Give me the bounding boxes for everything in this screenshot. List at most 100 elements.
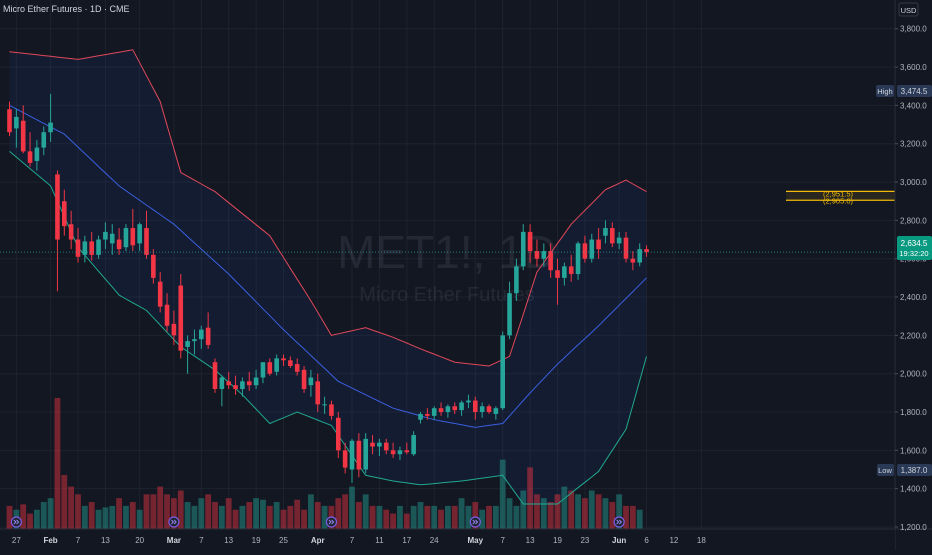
candle[interactable] [14,109,19,148]
candle[interactable] [240,377,245,397]
candle[interactable] [144,210,149,259]
candle[interactable] [7,101,12,137]
candle[interactable] [431,406,437,420]
candle[interactable] [68,210,74,250]
candle[interactable] [75,228,81,263]
candle[interactable] [377,438,382,457]
candle[interactable] [89,231,94,261]
candle[interactable] [356,433,362,478]
candle[interactable] [383,438,389,455]
candle[interactable] [582,235,588,263]
candle[interactable] [274,354,279,376]
candle[interactable] [185,335,190,374]
time-axis[interactable] [0,529,895,550]
candle[interactable] [438,402,444,416]
candle[interactable] [342,442,348,474]
candle[interactable] [192,329,197,355]
candle[interactable] [452,402,458,414]
candle[interactable] [575,241,581,280]
candle[interactable] [157,272,163,313]
candle[interactable] [260,362,266,384]
candle[interactable] [596,228,601,259]
candle[interactable] [82,235,88,263]
candle[interactable] [514,258,519,301]
event-markers[interactable] [10,516,625,528]
candle[interactable] [130,208,136,252]
candle[interactable] [589,233,595,263]
candle[interactable] [27,132,33,167]
candle[interactable] [253,369,259,390]
candle[interactable] [370,435,375,455]
candle[interactable] [527,224,533,263]
candle[interactable] [397,446,403,460]
candle[interactable] [541,243,547,267]
candle[interactable] [411,431,416,457]
candle[interactable] [20,105,26,154]
candle[interactable] [205,312,211,349]
candle[interactable] [568,254,574,282]
candle[interactable] [151,249,156,284]
candle[interactable] [34,139,40,171]
candle[interactable] [48,93,53,142]
candle[interactable] [246,371,252,391]
candle[interactable] [623,231,629,263]
candle[interactable] [520,224,526,271]
candle[interactable] [233,375,238,395]
candle[interactable] [610,222,615,248]
candle[interactable] [425,408,430,420]
candle[interactable] [41,126,47,156]
candle[interactable] [466,394,471,409]
candle[interactable] [349,438,355,483]
candle[interactable] [637,243,642,267]
candle[interactable] [178,274,184,359]
candle[interactable] [630,251,636,271]
candle[interactable] [548,243,553,278]
candle[interactable] [603,220,608,244]
candle[interactable] [363,433,368,474]
candle[interactable] [62,189,67,236]
candle[interactable] [171,310,177,345]
candle[interactable] [404,442,410,455]
candle[interactable] [555,258,560,305]
candle[interactable] [329,400,334,420]
candle[interactable] [479,402,485,418]
candle[interactable] [336,412,341,459]
candle[interactable] [116,228,122,255]
candle[interactable] [534,239,540,267]
candle[interactable] [418,412,423,424]
candle[interactable] [390,442,396,459]
candle[interactable] [109,224,115,255]
candle[interactable] [507,281,512,340]
candle[interactable] [493,406,499,420]
candle[interactable] [55,170,60,292]
candle[interactable] [459,400,464,416]
candle[interactable] [219,375,225,407]
candle[interactable] [562,262,567,286]
candle[interactable] [445,404,451,418]
candles[interactable] [7,93,649,483]
candle[interactable] [486,404,492,414]
candle[interactable] [103,222,108,250]
candle[interactable] [315,373,321,413]
candle[interactable] [288,356,293,368]
candle[interactable] [96,235,101,259]
candle[interactable] [267,358,273,376]
candle[interactable] [212,358,218,393]
candle[interactable] [123,224,129,252]
candle[interactable] [137,222,142,252]
candle[interactable] [281,354,286,367]
candle[interactable] [199,325,204,349]
candle[interactable] [473,396,478,420]
candle[interactable] [226,371,231,390]
price-zone[interactable]: (2,951.5)(2,905.0) [786,189,895,205]
candle[interactable] [308,369,314,397]
candle[interactable] [500,331,505,411]
candle[interactable] [301,366,307,393]
candle[interactable] [644,245,649,257]
candle[interactable] [164,293,170,332]
candle[interactable] [616,231,622,250]
candle[interactable] [322,396,327,414]
candle[interactable] [294,358,300,376]
